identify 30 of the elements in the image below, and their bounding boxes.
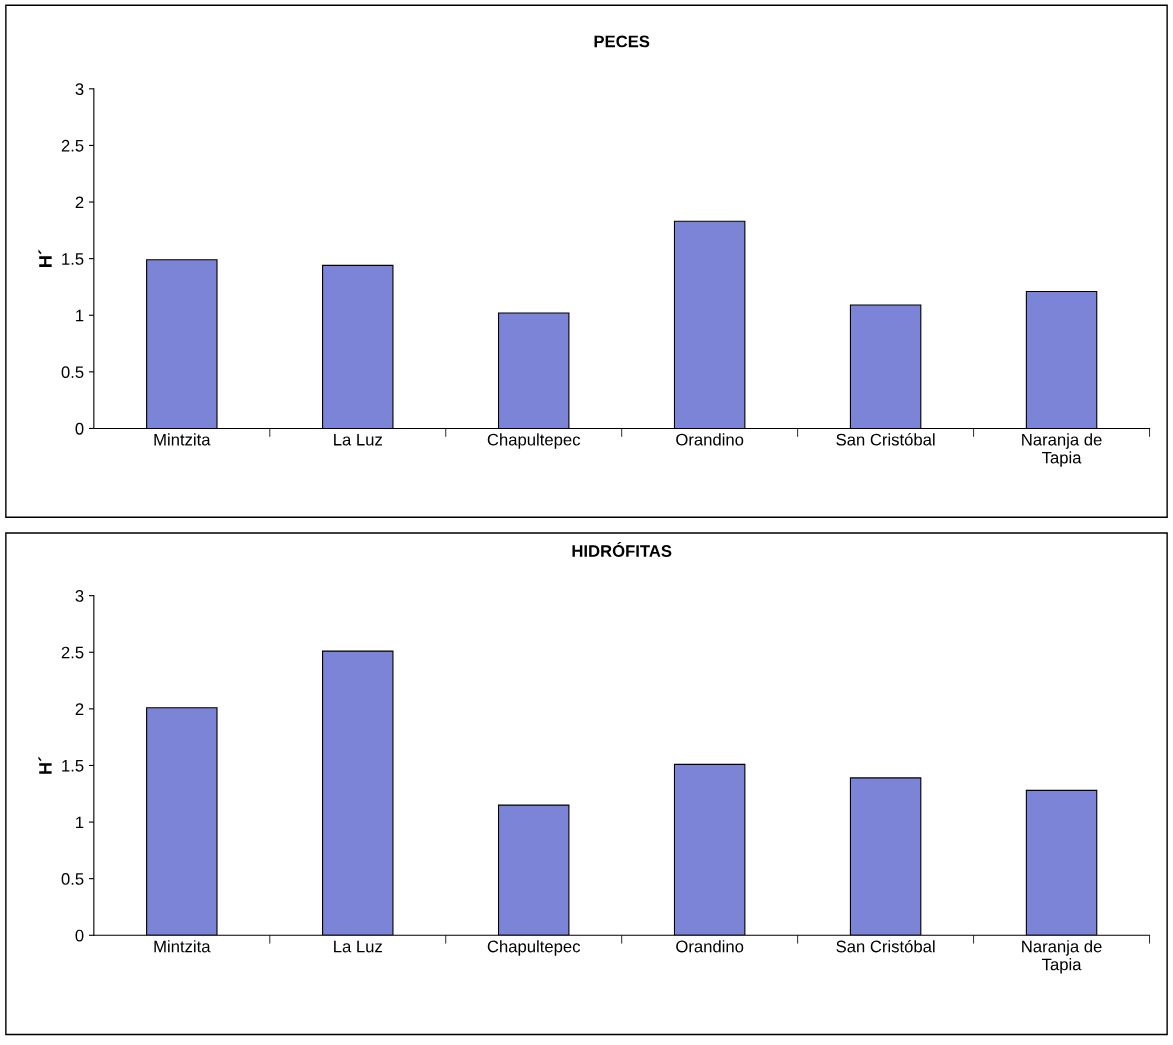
y-tick-label: 3: [75, 83, 84, 96]
y-tick-label: 0: [75, 422, 84, 435]
x-tick-label: Mintzita: [154, 433, 211, 446]
y-tick-label: 2.5: [61, 139, 84, 152]
x-tick-label: Orandino: [676, 940, 744, 953]
x-tick-label: Chapultepec: [487, 940, 581, 956]
y-tick-label: 1.5: [62, 253, 84, 265]
y-tick-label: 1.5: [62, 760, 84, 772]
y-tick-label: 1: [76, 816, 84, 829]
y-tick-label: 2: [75, 703, 84, 715]
y-tick-label: 0.5: [61, 366, 84, 379]
y-tick-label: 0.5: [61, 873, 84, 885]
x-tick-label: Naranja de Tapia: [1022, 940, 1102, 974]
x-tick-label: Chapultepec: [487, 433, 581, 449]
x-tick-label: Mintzita: [154, 940, 211, 953]
chart-title: PECES: [594, 35, 650, 48]
y-axis-title: H´: [38, 756, 52, 774]
y-tick-label: 1: [76, 309, 84, 322]
x-tick-label: San Cristóbal: [836, 433, 935, 446]
y-tick-label: 2.5: [61, 646, 84, 659]
x-tick-label: Orandino: [676, 433, 744, 446]
y-tick-label: 2: [75, 196, 84, 209]
y-tick-label: 0: [75, 929, 84, 942]
x-tick-label: La Luz: [334, 940, 382, 953]
chart-title: HIDRÓFITAS: [572, 541, 672, 557]
y-axis-title: H´: [38, 249, 52, 267]
x-tick-label: Naranja de Tapia: [1022, 433, 1102, 467]
x-tick-label: La Luz: [334, 433, 382, 446]
x-tick-label: San Cristóbal: [836, 939, 935, 953]
y-tick-label: 3: [75, 590, 84, 602]
